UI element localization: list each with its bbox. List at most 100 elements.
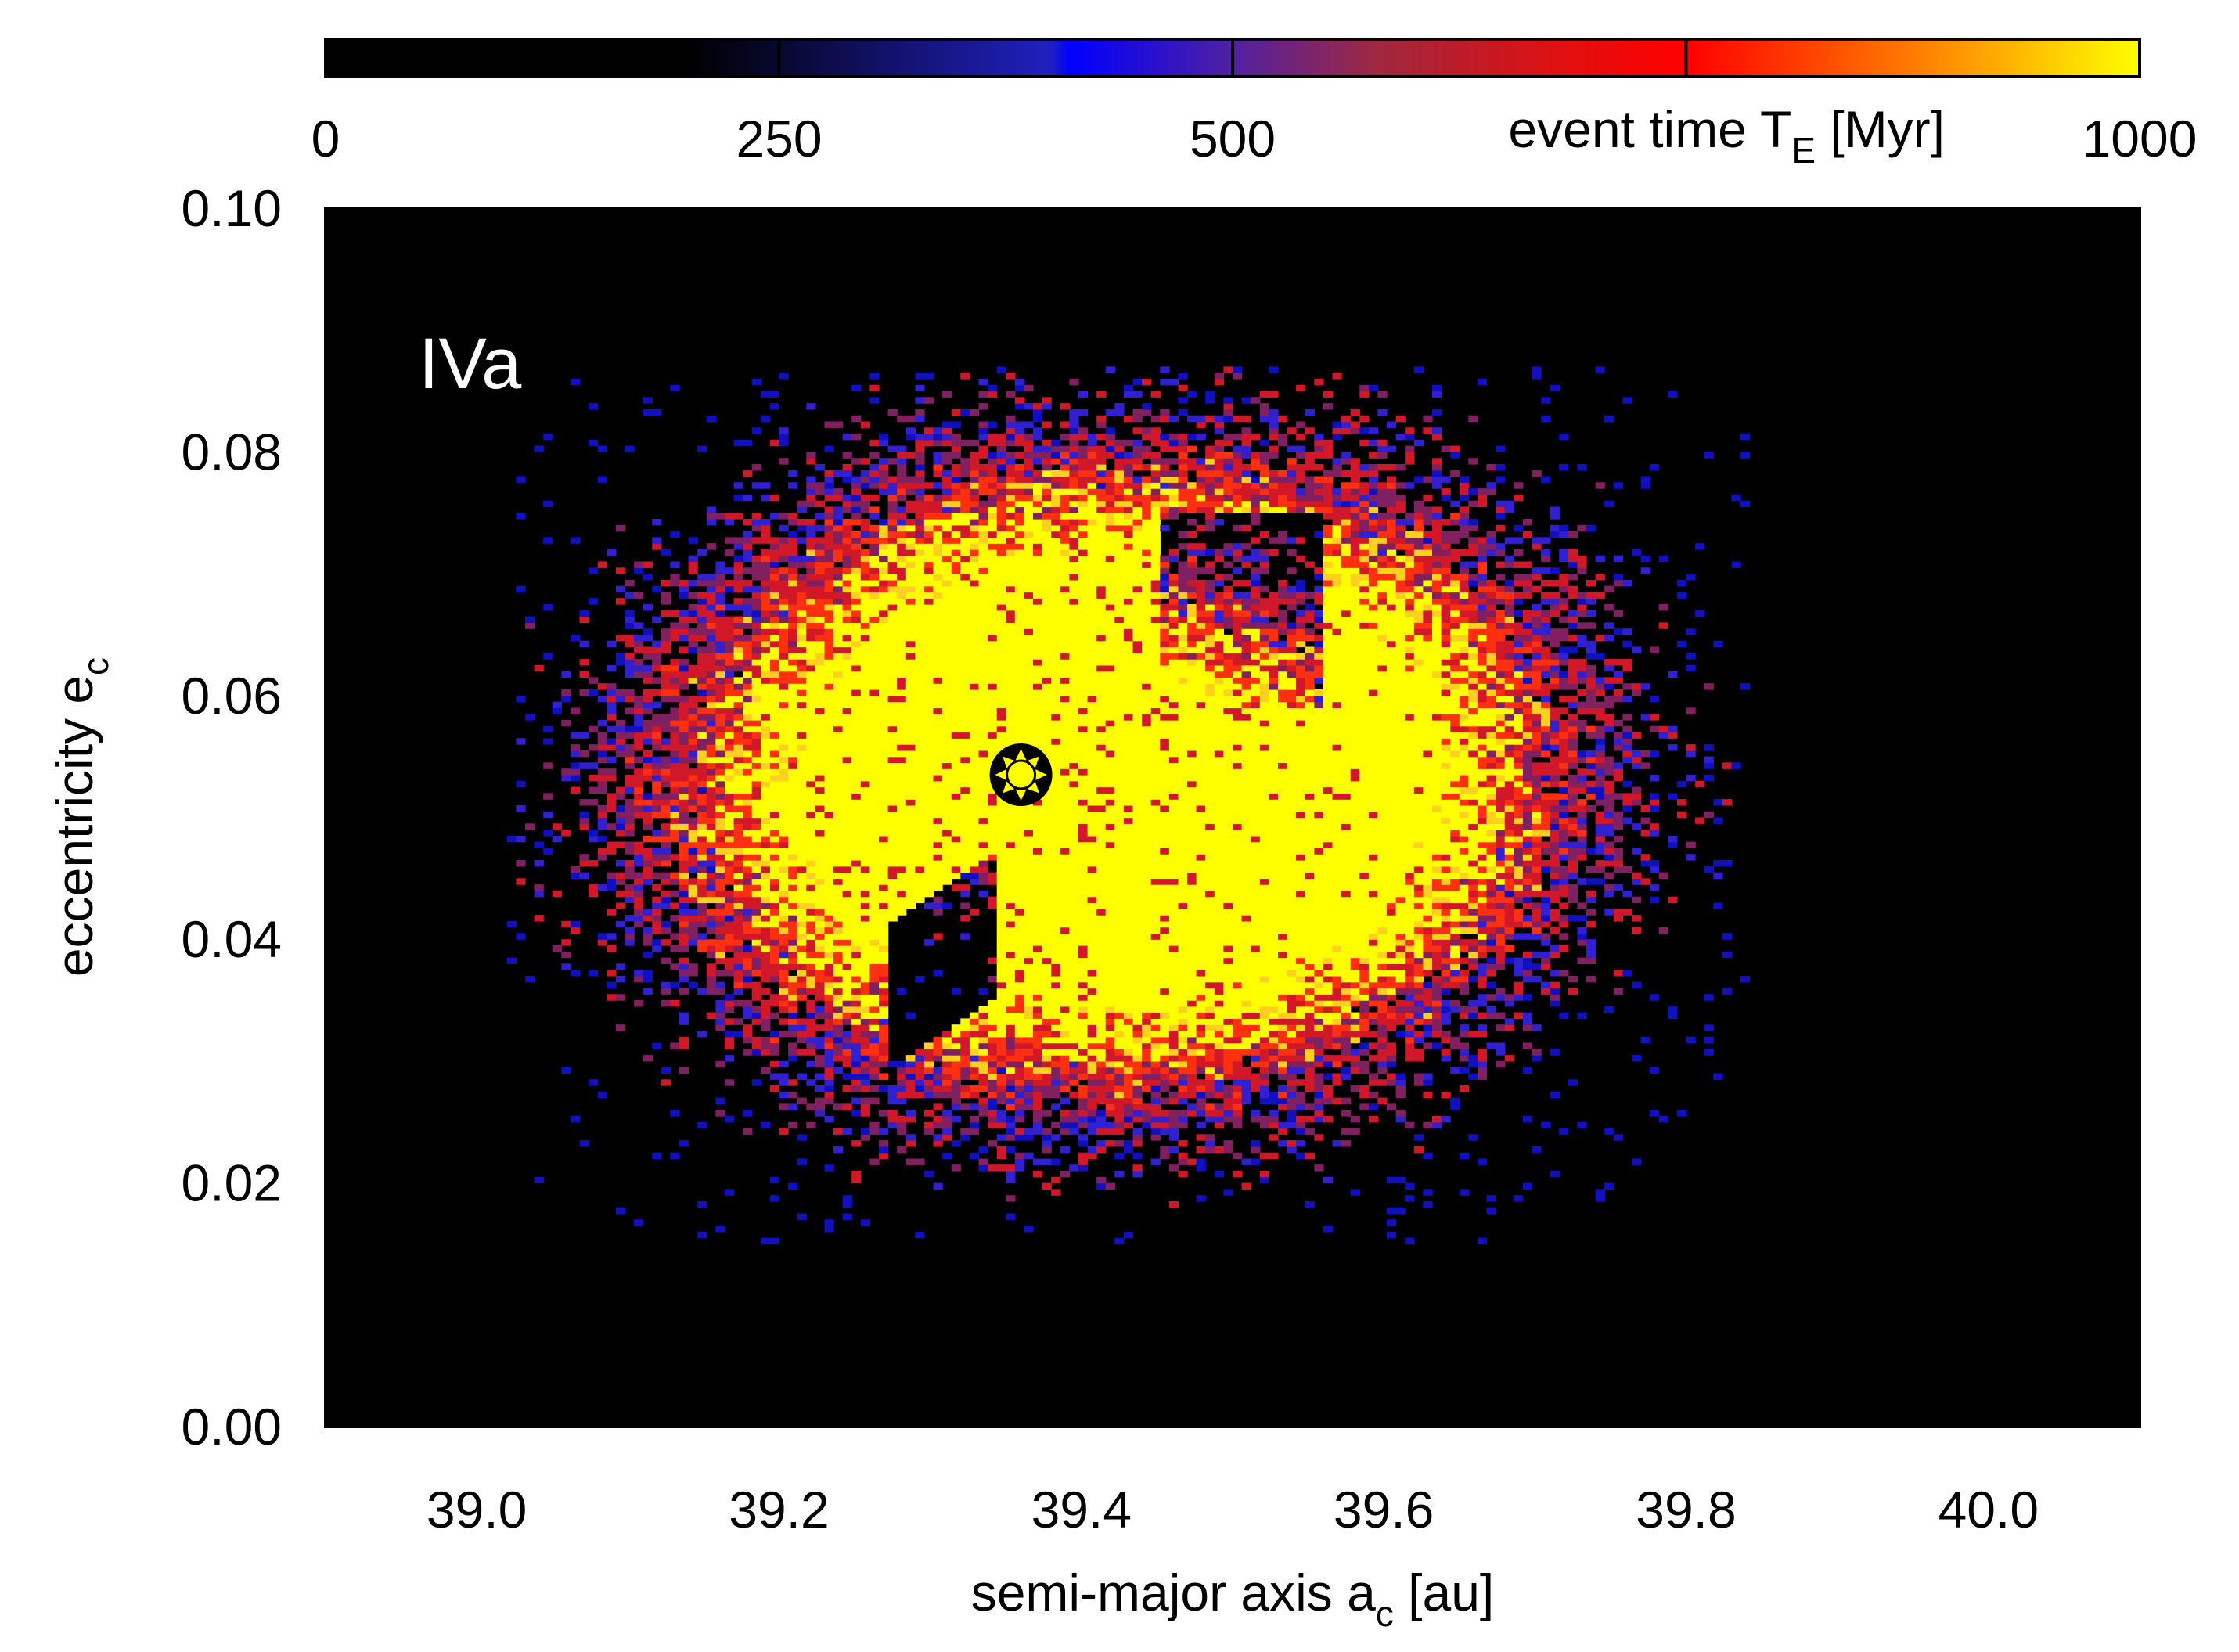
heatmap-cell — [1069, 1012, 1079, 1019]
heatmap-cell — [905, 854, 916, 861]
heatmap-cell — [1096, 1116, 1107, 1123]
heatmap-cell — [743, 762, 753, 769]
heatmap-cell — [905, 1116, 916, 1123]
heatmap-cell — [860, 604, 870, 611]
heatmap-cell — [960, 458, 970, 465]
heatmap-cell — [869, 970, 880, 977]
heatmap-cell — [879, 464, 889, 471]
heatmap-cell — [1024, 445, 1034, 452]
heatmap-cell — [788, 707, 798, 714]
heatmap-cell — [1060, 1018, 1070, 1025]
heatmap-cell — [996, 488, 1006, 495]
heatmap-cell — [824, 1067, 834, 1074]
heatmap-cell — [833, 1024, 844, 1031]
heatmap-cell — [1060, 598, 1070, 605]
heatmap-cell — [1051, 616, 1061, 623]
heatmap-cell — [824, 1079, 834, 1086]
heatmap-cell — [824, 896, 834, 904]
heatmap-cell — [879, 939, 889, 946]
heatmap-cell — [879, 488, 889, 495]
heatmap-cell — [706, 744, 716, 751]
heatmap-cell — [842, 646, 852, 653]
heatmap-cell — [879, 854, 889, 861]
heatmap-cell — [1042, 909, 1052, 916]
heatmap-cell — [923, 804, 934, 812]
heatmap-cell — [905, 1073, 916, 1080]
heatmap-cell — [788, 714, 798, 721]
heatmap-cell — [933, 854, 943, 861]
heatmap-cell — [615, 1024, 626, 1031]
heatmap-cell — [1078, 719, 1089, 727]
heatmap-cell — [1006, 927, 1016, 934]
heatmap-cell — [679, 714, 689, 721]
heatmap-cell — [905, 604, 916, 611]
heatmap-cell — [905, 707, 916, 714]
heatmap-cell — [842, 1012, 852, 1019]
heatmap-cell — [797, 762, 807, 769]
heatmap-cell — [1051, 482, 1061, 489]
heatmap-cell — [733, 775, 743, 782]
heatmap-cell — [942, 598, 952, 605]
heatmap-cell — [879, 616, 889, 623]
heatmap-cell — [643, 701, 653, 708]
heatmap-cell — [1014, 1158, 1024, 1165]
heatmap-cell — [625, 841, 635, 848]
heatmap-cell — [788, 1000, 798, 1007]
heatmap-cell — [661, 671, 671, 678]
heatmap-cell — [1051, 1158, 1061, 1165]
heatmap-cell — [769, 750, 780, 758]
heatmap-cell — [615, 719, 626, 727]
heatmap-cell — [634, 640, 644, 648]
heatmap-cell — [607, 714, 617, 721]
heatmap-cell — [733, 939, 743, 946]
heatmap-cell — [833, 585, 844, 593]
heatmap-cell — [969, 659, 980, 666]
heatmap-cell — [779, 537, 789, 544]
heatmap-cell — [679, 762, 689, 769]
heatmap-cell — [879, 714, 889, 721]
heatmap-cell — [1069, 878, 1079, 885]
heatmap-cell — [751, 719, 761, 727]
heatmap-cell — [879, 1128, 889, 1135]
heatmap-cell — [996, 689, 1006, 696]
heatmap-cell — [1051, 981, 1061, 989]
heatmap-cell — [769, 592, 780, 599]
heatmap-cell — [996, 1036, 1006, 1044]
heatmap-cell — [806, 524, 816, 532]
heatmap-cell — [879, 622, 889, 629]
heatmap-cell — [923, 628, 934, 635]
heatmap-cell — [860, 793, 870, 800]
heatmap-cell — [942, 823, 952, 830]
heatmap-cell — [869, 640, 880, 648]
heatmap-cell — [1006, 549, 1016, 556]
heatmap-cell — [761, 951, 771, 959]
heatmap-cell — [933, 848, 943, 855]
heatmap-cell — [1024, 896, 1034, 904]
heatmap-cell — [860, 421, 870, 428]
heatmap-cell — [915, 866, 925, 873]
heatmap-cell — [725, 939, 735, 946]
heatmap-cell — [833, 744, 844, 751]
heatmap-cell — [1006, 1036, 1016, 1044]
heatmap-cell — [788, 927, 798, 934]
heatmap-cell — [589, 567, 599, 574]
heatmap-cell — [769, 664, 780, 672]
heatmap-cell — [643, 677, 653, 684]
heatmap-cell — [797, 598, 807, 605]
heatmap-cell — [942, 848, 952, 855]
heatmap-cell — [833, 762, 844, 769]
heatmap-cell — [761, 744, 771, 751]
heatmap-cell — [751, 793, 761, 800]
heatmap-cell — [733, 927, 743, 934]
heatmap-cell — [824, 604, 834, 611]
heatmap-cell — [969, 494, 980, 502]
heatmap-cell — [851, 988, 862, 995]
heatmap-cell — [851, 719, 862, 727]
heatmap-cell — [706, 677, 716, 684]
heatmap-cell — [860, 1128, 870, 1135]
heatmap-cell — [652, 835, 662, 843]
heatmap-cell — [525, 714, 535, 721]
heatmap-cell — [842, 744, 852, 751]
heatmap-cell — [1087, 804, 1097, 812]
heatmap-cell — [706, 963, 716, 970]
